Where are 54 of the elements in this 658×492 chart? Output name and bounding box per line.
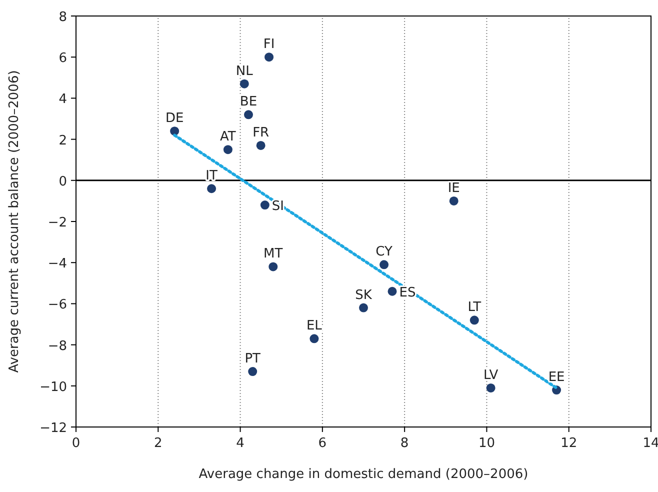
point	[470, 316, 479, 325]
x-tick-label: 2	[154, 436, 162, 451]
annotation: SK	[355, 288, 372, 303]
annotation: IE	[448, 180, 460, 196]
annotation: CY	[376, 244, 392, 260]
point	[223, 145, 232, 154]
point	[264, 52, 274, 62]
point	[248, 367, 258, 376]
annotation: FI	[263, 37, 275, 52]
y-axis-title: Average current account balance (2000–2006)	[7, 70, 22, 373]
x-axis-title: Average change in domestic demand (2000–2006)	[198, 467, 528, 482]
y-tick-label: −10	[40, 380, 67, 395]
annotation: ES	[399, 285, 416, 300]
point	[310, 334, 319, 344]
annotation: AT	[220, 130, 236, 145]
y-tick-label: −2	[48, 216, 67, 230]
x-tick-label: 0	[72, 436, 80, 451]
y-tick-label: −8	[48, 338, 67, 354]
y-tick-label: 2	[58, 133, 67, 148]
y-tick-label: 4	[58, 92, 67, 108]
x-tick-label: 4	[236, 436, 244, 451]
point	[388, 286, 397, 296]
point	[380, 260, 389, 270]
annotation: BE	[240, 94, 258, 110]
point	[260, 200, 270, 210]
x-tick-label: 10	[478, 436, 495, 451]
point	[244, 110, 253, 120]
annotation: FR	[252, 125, 270, 140]
point	[240, 79, 249, 88]
y-tick-label: 8	[58, 10, 67, 25]
y-tick-label: 6	[58, 51, 67, 66]
annotation: LV	[483, 368, 498, 383]
annotation: DE	[165, 111, 184, 126]
x-tick-label: 12	[560, 436, 578, 451]
point	[486, 383, 496, 392]
annotation: PT	[244, 352, 261, 367]
annotation: EE	[548, 370, 565, 386]
annotation: MT	[264, 246, 283, 262]
y-tick-label: −12	[40, 421, 67, 436]
point	[170, 126, 180, 136]
y-tick-label: 0	[58, 174, 67, 190]
annotation: IT	[206, 168, 218, 184]
x-tick-label: 6	[318, 436, 327, 451]
point	[449, 196, 458, 206]
y-tick-label: −4	[48, 256, 67, 272]
annotation: EL	[306, 318, 323, 334]
point	[256, 140, 266, 150]
point	[207, 184, 216, 194]
point	[268, 262, 278, 272]
annotation: NL	[236, 64, 254, 79]
annotation: LT	[468, 300, 482, 316]
point	[359, 303, 368, 312]
x-tick-label: 8	[400, 436, 409, 451]
y-tick-label: −6	[48, 298, 67, 313]
